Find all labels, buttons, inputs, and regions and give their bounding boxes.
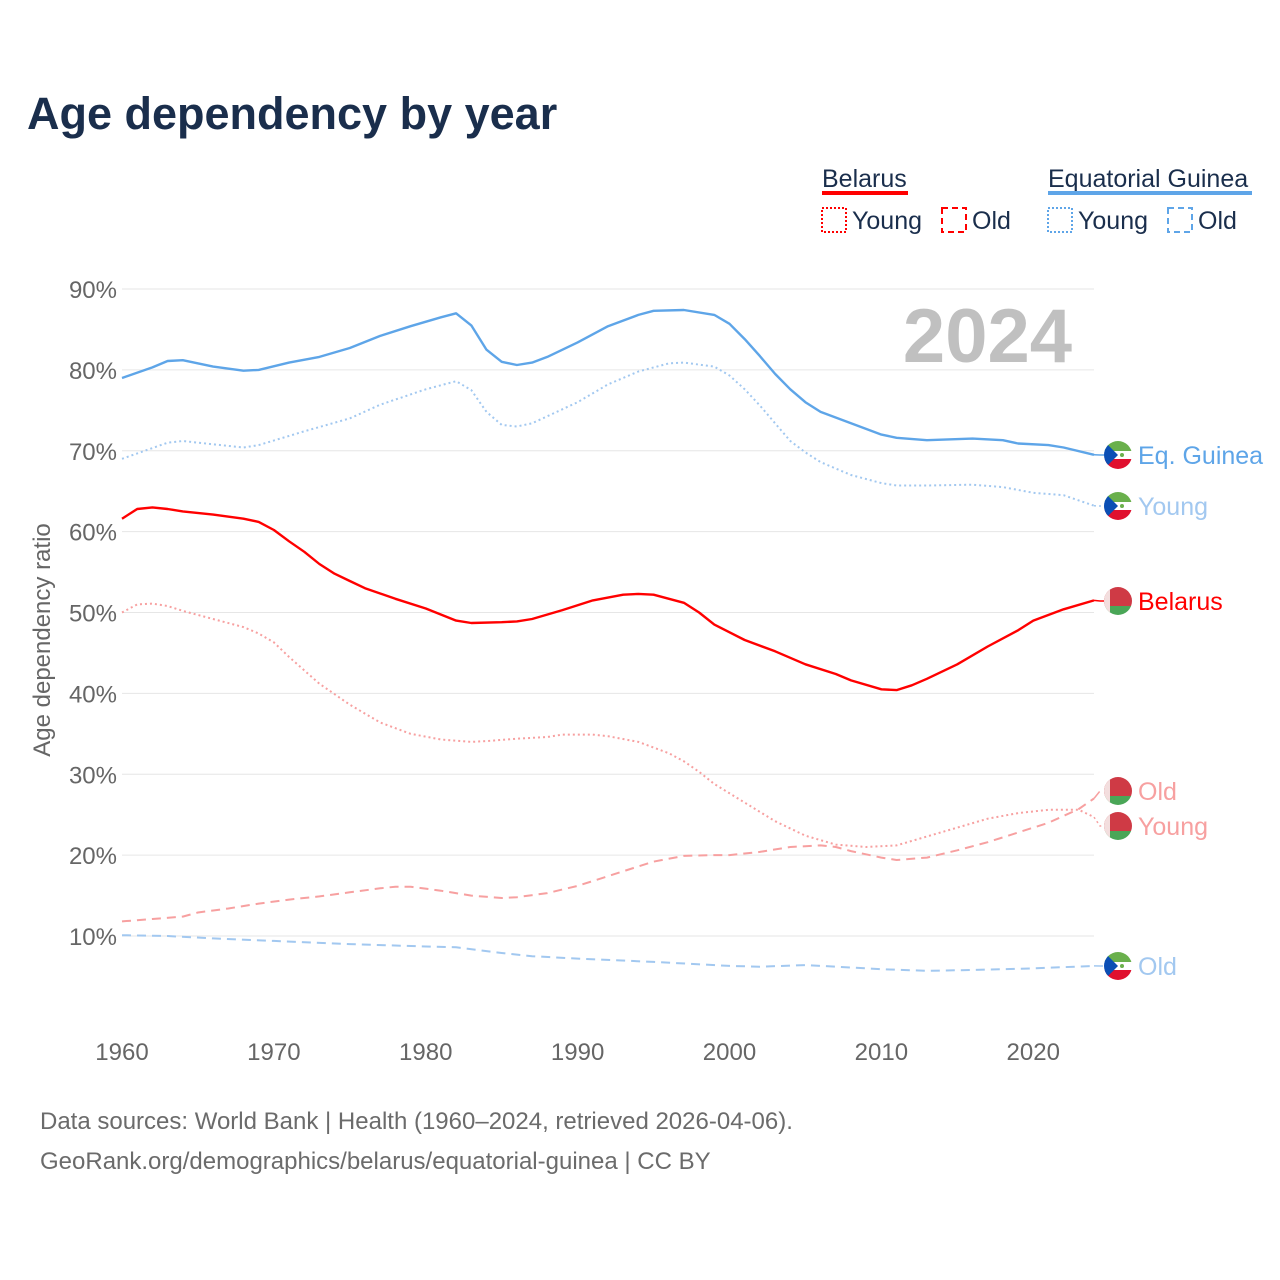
flag-emblem	[1120, 453, 1124, 457]
belarus-flag-icon	[1104, 777, 1132, 805]
belarus-flag-icon	[1104, 587, 1132, 615]
source-line-2: GeoRank.org/demographics/belarus/equator…	[40, 1148, 711, 1175]
x-tick-label: 1970	[247, 1039, 300, 1066]
flag-red	[1104, 587, 1132, 606]
series-line-eq-guinea-old	[121, 934, 1095, 972]
flag-triangle	[1104, 441, 1118, 469]
flag-body	[1104, 777, 1132, 805]
flag-body	[1104, 812, 1132, 840]
y-tick-label: 60%	[69, 520, 117, 547]
legend-young-swatch	[821, 207, 847, 233]
flag-red	[1104, 812, 1132, 831]
flag-body	[1104, 587, 1132, 615]
equatorial-guinea-flag-icon	[1104, 952, 1132, 980]
source-line-1: Data sources: World Bank | Health (1960–…	[40, 1108, 793, 1135]
label-connector	[1093, 816, 1106, 827]
equatorial-guinea-flag-icon	[1104, 492, 1132, 520]
label-connector	[1093, 790, 1106, 799]
y-tick-label: 10%	[69, 924, 117, 951]
x-tick-label: 1960	[95, 1039, 148, 1066]
x-tick-label: 2000	[703, 1039, 756, 1066]
flag-green	[1104, 831, 1132, 840]
series-line-eq-guinea-young	[121, 361, 1095, 507]
flag-green	[1104, 606, 1132, 615]
x-tick-label: 1980	[399, 1039, 452, 1066]
belarus-flag-icon	[1104, 812, 1132, 840]
end-label: Young	[1138, 813, 1208, 841]
flag-red	[1104, 777, 1132, 796]
legend-group-title: Belarus	[822, 165, 907, 193]
y-tick-label: 40%	[69, 681, 117, 708]
year-watermark: 2024	[903, 294, 1072, 379]
flag-red	[1104, 459, 1132, 469]
y-tick-label: 80%	[69, 358, 117, 385]
flag-green	[1104, 492, 1132, 502]
flag-ornament	[1104, 812, 1110, 840]
y-tick-label: 90%	[69, 277, 117, 304]
series-line-eq-guinea	[121, 308, 1095, 456]
legend-old-swatch	[1167, 207, 1193, 233]
flag-green	[1104, 441, 1132, 451]
y-tick-label: 30%	[69, 762, 117, 789]
flag-body	[1104, 441, 1132, 469]
y-tick-label: 50%	[69, 601, 117, 628]
end-label: Old	[1138, 953, 1177, 981]
chart-title: Age dependency by year	[27, 88, 558, 139]
x-tick-label: 2010	[855, 1039, 908, 1066]
flag-triangle	[1104, 952, 1118, 980]
end-label: Young	[1138, 493, 1208, 521]
flag-ornament	[1104, 777, 1110, 805]
x-tick-label: 1990	[551, 1039, 604, 1066]
flag-green	[1104, 952, 1132, 962]
flag-ornament	[1104, 587, 1110, 615]
y-tick-label: 20%	[69, 843, 117, 870]
legend-group-underline	[1048, 191, 1252, 195]
flag-body	[1104, 952, 1132, 980]
flag-triangle	[1104, 492, 1118, 520]
flag-body	[1104, 492, 1132, 520]
legend-old-swatch	[941, 207, 967, 233]
flag-red	[1104, 970, 1132, 980]
flag-emblem	[1120, 964, 1124, 968]
y-tick-label: 70%	[69, 439, 117, 466]
flag-green	[1104, 796, 1132, 805]
equatorial-guinea-flag-icon	[1104, 441, 1132, 469]
legend-group-underline	[822, 191, 908, 195]
flag-red	[1104, 510, 1132, 520]
flag-emblem	[1120, 504, 1124, 508]
legend-item-label: Old	[1198, 207, 1237, 235]
legend-item-label: Young	[852, 207, 922, 235]
series-line-belarus-old	[121, 797, 1095, 923]
end-label: Belarus	[1138, 588, 1223, 616]
legend-young-swatch	[1047, 207, 1073, 233]
legend-group-title: Equatorial Guinea	[1048, 165, 1248, 193]
end-label: Old	[1138, 778, 1177, 806]
end-label: Eq. Guinea	[1138, 442, 1263, 470]
legend-item-label: Old	[972, 207, 1011, 235]
y-axis-label: Age dependency ratio	[29, 523, 56, 757]
legend-item-label: Young	[1078, 207, 1148, 235]
x-tick-label: 2020	[1007, 1039, 1060, 1066]
series-line-belarus	[121, 506, 1095, 692]
series-line-belarus-young	[121, 602, 1095, 848]
